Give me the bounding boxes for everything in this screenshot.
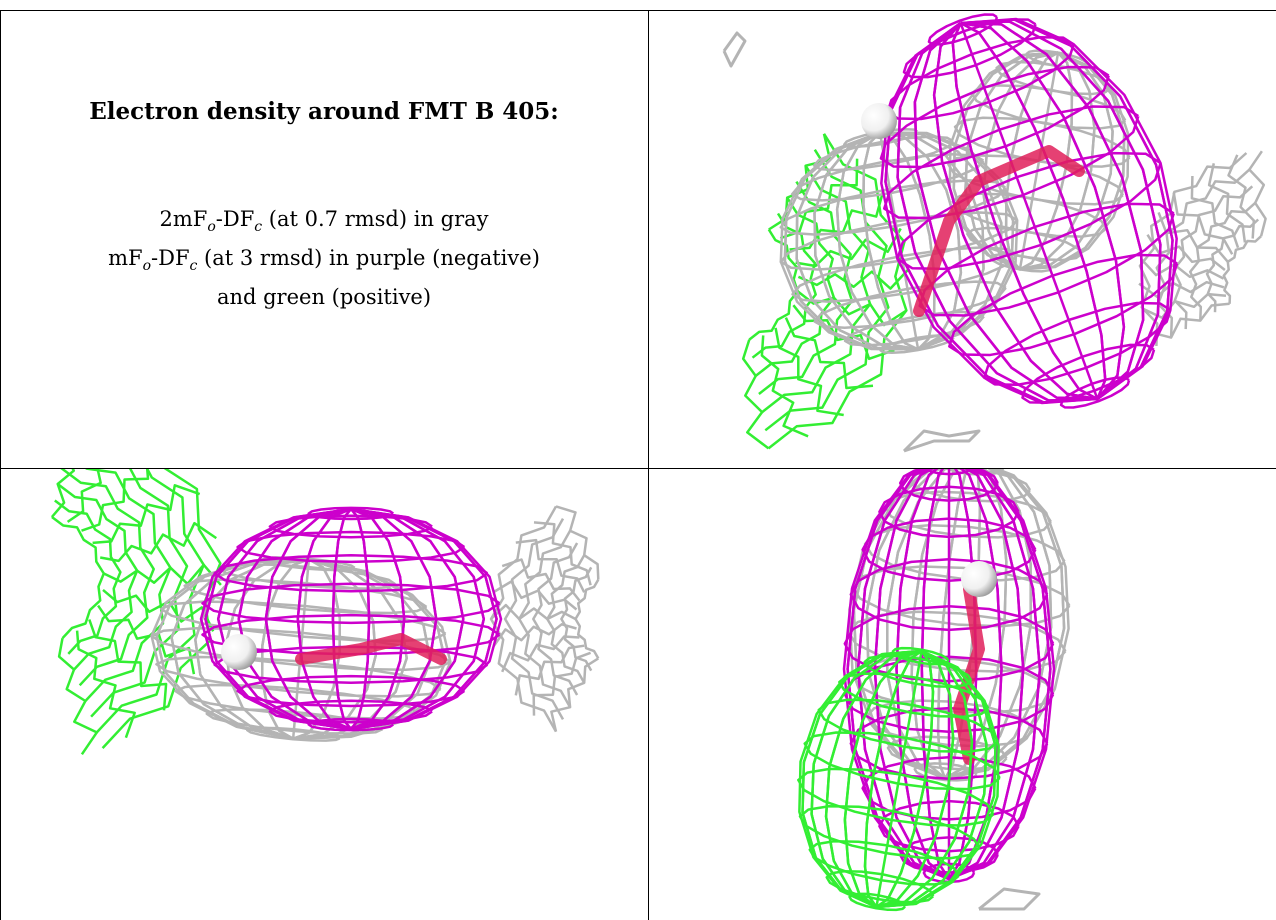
- border-middle: [648, 10, 649, 920]
- ligand-fmt: [913, 145, 1085, 317]
- density-view-top-right: [649, 11, 1276, 468]
- border-top: [0, 10, 1276, 11]
- border-row: [0, 468, 1276, 469]
- density-mesh-render: [50, 469, 600, 756]
- gray-mesh-fragment: [722, 31, 747, 68]
- density-view-bottom-right: [649, 469, 1276, 920]
- atom-sphere: [961, 561, 997, 597]
- border-left: [0, 10, 1, 920]
- density-mesh-render: [722, 13, 1267, 453]
- atom-sphere: [861, 103, 897, 139]
- purple-mesh-negative: [842, 469, 1056, 884]
- purple-mesh-negative: [879, 13, 1179, 409]
- green-mesh-positive: [797, 646, 1001, 912]
- caption-cell: Electron density around FMT B 405: 2mFo-…: [0, 0, 648, 468]
- caption-title: Electron density around FMT B 405:: [89, 98, 559, 125]
- green-mesh-positive: [741, 133, 910, 450]
- legend-line-purple: mFo-DFc (at 3 rmsd) in purple (negative): [108, 246, 540, 275]
- gray-mesh-fragment: [978, 887, 1041, 911]
- legend-line-green: and green (positive): [216, 285, 432, 310]
- caption-legend: 2mFo-DFc (at 0.7 rmsd) in gray mFo-DFc (…: [0, 204, 648, 313]
- atom-sphere: [221, 634, 257, 670]
- purple-mesh-negative: [199, 506, 503, 732]
- gray-mesh-2fo-fc: [779, 127, 1019, 355]
- green-mesh-positive: [50, 469, 222, 756]
- density-view-bottom-left: [1, 469, 648, 920]
- gray-mesh-fragment: [902, 429, 981, 453]
- density-mesh-render: [797, 469, 1071, 912]
- gray-mesh-2fo-fc: [489, 505, 600, 733]
- legend-line-gray: 2mFo-DFc (at 0.7 rmsd) in gray: [159, 207, 489, 236]
- ligand-fmt: [295, 633, 447, 665]
